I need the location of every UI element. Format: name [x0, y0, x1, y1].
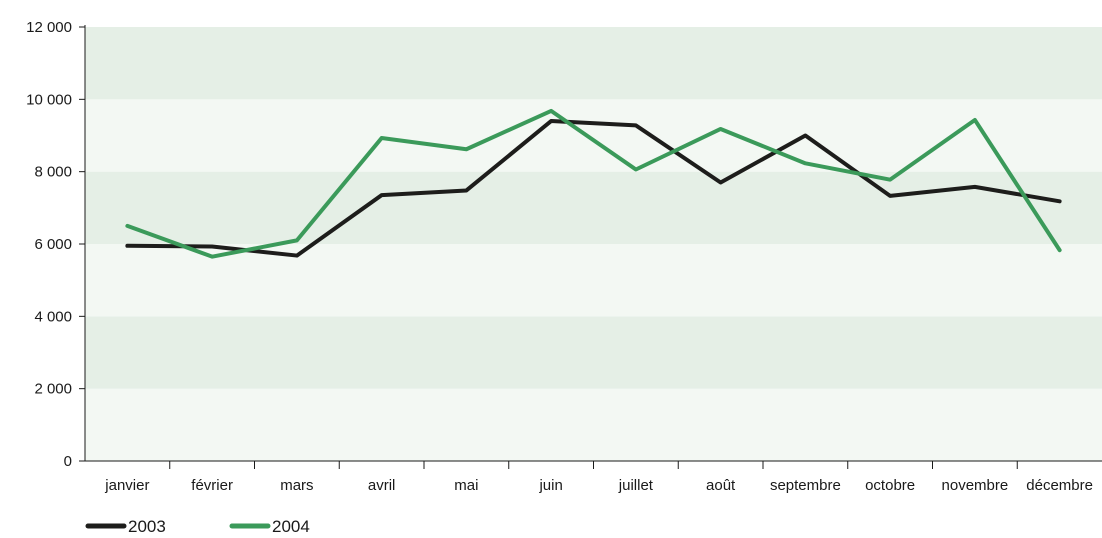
- y-axis-ticks: 0 2 000 4 000 6 000 8 000 10 000 12 000: [26, 19, 85, 470]
- x-tick-label: avril: [368, 477, 396, 494]
- y-tick-label: 4 000: [34, 308, 72, 325]
- x-tick-label: août: [706, 477, 736, 494]
- y-tick-label: 10 000: [26, 91, 72, 108]
- x-tick-label: janvier: [104, 477, 149, 494]
- x-tick-label: novembre: [942, 477, 1009, 494]
- grid-bands: [85, 27, 1102, 461]
- x-tick-label: février: [191, 477, 233, 494]
- y-tick-label: 6 000: [34, 236, 72, 253]
- series-lines: [125, 108, 1062, 259]
- x-tick-label: juillet: [618, 477, 654, 494]
- y-tick-label: 8 000: [34, 164, 72, 181]
- y-tick-label: 2 000: [34, 381, 72, 398]
- x-tick-label: mai: [454, 477, 478, 494]
- x-tick-label: décembre: [1026, 477, 1093, 494]
- series-line-2003: [125, 119, 1062, 258]
- y-tick-label: 12 000: [26, 19, 72, 36]
- grid-band: [85, 99, 1102, 172]
- legend-label-2003: 2003: [128, 517, 166, 536]
- grid-band: [85, 244, 1102, 317]
- legend-label-2004: 2004: [272, 517, 310, 536]
- grid-band: [85, 27, 1102, 100]
- legend: 2003 2004: [85, 517, 310, 536]
- grid-band: [85, 171, 1102, 244]
- x-axis-ticks: janvier février mars avril mai juin juillet aoû…: [104, 461, 1093, 494]
- x-tick-label: septembre: [770, 477, 841, 494]
- grid-band: [85, 316, 1102, 389]
- x-tick-label: mars: [280, 477, 313, 494]
- series-line-2004: [125, 108, 1062, 259]
- x-tick-label: juin: [538, 477, 562, 494]
- x-tick-label: octobre: [865, 477, 915, 494]
- grid-band: [85, 388, 1102, 461]
- y-tick-label: 0: [64, 453, 72, 470]
